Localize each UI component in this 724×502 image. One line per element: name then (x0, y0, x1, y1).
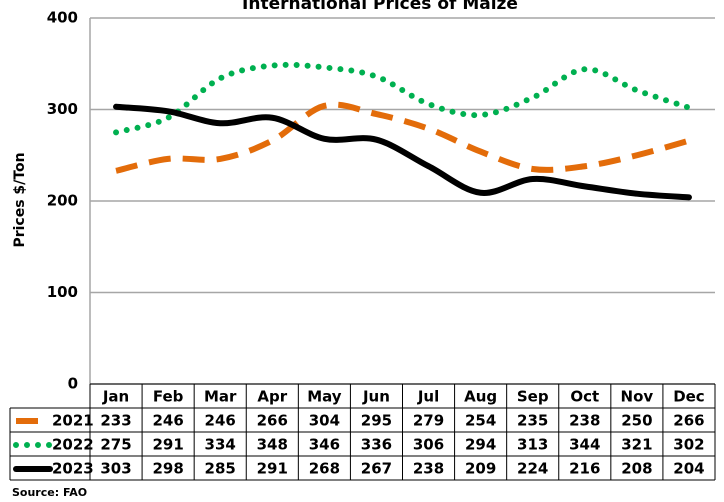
table-value: 348 (257, 436, 288, 454)
source: Source: FAO (12, 486, 87, 499)
table-value: 302 (673, 436, 704, 454)
legend-label: 2021 (52, 412, 94, 430)
table-value: 238 (569, 412, 600, 430)
x-tick-label: Sep (517, 388, 549, 406)
table-value: 266 (257, 412, 288, 430)
x-tick-label: May (307, 388, 342, 406)
table-value: 233 (100, 412, 131, 430)
table-value: 266 (673, 412, 704, 430)
x-tick-label: Nov (621, 388, 654, 406)
legend-label: 2022 (52, 436, 94, 454)
table-value: 298 (152, 460, 183, 478)
table-value: 268 (309, 460, 340, 478)
table-value: 334 (205, 436, 236, 454)
y-axis-label: Prices $/Ton (12, 152, 28, 247)
y-tick-label: 200 (47, 192, 78, 210)
table-value: 303 (100, 460, 131, 478)
table-value: 291 (257, 460, 288, 478)
table-value: 209 (465, 460, 496, 478)
table-value: 306 (413, 436, 444, 454)
table-value: 336 (361, 436, 392, 454)
x-tick-label: Oct (570, 388, 599, 406)
table-value: 246 (152, 412, 183, 430)
legend-label: 2023 (52, 460, 94, 478)
x-tick-label: Jun (362, 388, 390, 406)
table-value: 208 (621, 460, 652, 478)
table-value: 254 (465, 412, 496, 430)
table-value: 295 (361, 412, 392, 430)
x-tick-label: Feb (153, 388, 184, 406)
y-tick-label: 400 (47, 9, 78, 27)
table-value: 250 (621, 412, 652, 430)
table-value: 279 (413, 412, 444, 430)
x-tick-label: Aug (464, 388, 497, 406)
x-tick-label: Dec (673, 388, 705, 406)
table-value: 267 (361, 460, 392, 478)
table-value: 285 (205, 460, 236, 478)
x-tick-label: Jan (102, 388, 129, 406)
table-value: 238 (413, 460, 444, 478)
chart-title: International Prices of Maize (242, 0, 518, 14)
x-tick-label: Mar (204, 388, 237, 406)
y-tick-label: 0 (68, 375, 78, 393)
y-tick-label: 100 (47, 283, 78, 301)
table-value: 216 (569, 460, 600, 478)
table-value: 235 (517, 412, 548, 430)
series-line (115, 101, 690, 174)
table-value: 224 (517, 460, 548, 478)
series-line (113, 61, 692, 136)
table-value: 344 (569, 436, 600, 454)
table-value: 346 (309, 436, 340, 454)
table-value: 313 (517, 436, 548, 454)
x-tick-label: Jul (417, 388, 439, 406)
y-tick-label: 300 (47, 100, 78, 118)
table-value: 304 (309, 412, 340, 430)
table-value: 291 (152, 436, 183, 454)
series-line (113, 103, 692, 201)
table-value: 275 (100, 436, 131, 454)
table-value: 246 (205, 412, 236, 430)
x-tick-label: Apr (257, 388, 287, 406)
table-value: 204 (673, 460, 704, 478)
table-value: 294 (465, 436, 496, 454)
table-value: 321 (621, 436, 652, 454)
